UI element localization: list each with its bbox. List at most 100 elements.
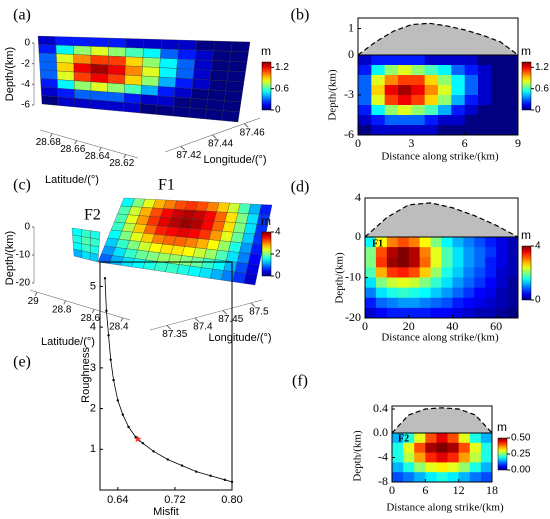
axis-tick xyxy=(123,154,127,159)
slip-cell xyxy=(398,125,412,136)
slip-cell xyxy=(452,287,464,299)
slip-cell xyxy=(371,95,386,106)
slip-cell xyxy=(485,307,497,319)
slip-cell xyxy=(209,70,229,82)
slip-cell xyxy=(56,53,74,64)
slip-cell xyxy=(496,237,508,248)
slip-cell xyxy=(441,297,453,309)
slip-cell xyxy=(408,297,421,309)
slip-cell xyxy=(474,247,486,258)
x-tick-label: 0 xyxy=(355,136,361,150)
axis-tick-label: 87.44 xyxy=(208,139,233,150)
slip-cell xyxy=(207,89,226,101)
slip-cell xyxy=(73,54,92,65)
point xyxy=(107,334,110,337)
x-tick-label: 9 xyxy=(515,136,521,150)
slip-cell xyxy=(397,237,410,248)
slip-cell xyxy=(491,115,506,126)
slip-cell xyxy=(430,267,442,278)
point xyxy=(166,458,169,461)
axis-tick-label: -10 xyxy=(16,250,31,261)
point xyxy=(152,450,155,453)
slip-cell xyxy=(451,85,466,96)
y-tick-label: -10 xyxy=(345,269,361,283)
axis-tick-label: 87.4 xyxy=(193,322,213,333)
slip-cell xyxy=(38,52,57,63)
slip-cell xyxy=(108,46,127,57)
slip-cell xyxy=(438,65,452,76)
slip-cell xyxy=(188,107,207,120)
axis-tick-label: 87.46 xyxy=(240,127,265,138)
slip-cell xyxy=(458,442,471,453)
slip-cell xyxy=(192,69,212,81)
point xyxy=(230,480,234,484)
slip-cell xyxy=(210,60,230,72)
slip-cell xyxy=(190,88,210,100)
slip-cell xyxy=(250,243,264,256)
slip-cell xyxy=(384,55,399,66)
slip-cell xyxy=(365,287,377,299)
slip-cell xyxy=(213,40,233,52)
slip-cell xyxy=(469,462,482,473)
slip-cell xyxy=(452,277,464,289)
slip-cell xyxy=(491,95,506,106)
colorbar-tick-label: 0.6 xyxy=(275,83,289,94)
slip-cell xyxy=(365,237,377,248)
slip-cell xyxy=(452,237,464,248)
colorbar-tick-label: 0.00 xyxy=(511,465,531,476)
slip-cell xyxy=(176,58,196,70)
slip-cell xyxy=(436,433,448,444)
slip-cell xyxy=(441,267,453,278)
slip-cell xyxy=(474,267,486,278)
slip-cell xyxy=(478,125,492,136)
slip-cell xyxy=(451,65,466,76)
x-tick-label: 18 xyxy=(486,483,498,497)
y-tick-label: 4 xyxy=(90,321,96,333)
profile-line xyxy=(357,22,519,56)
slip-cell xyxy=(491,105,506,116)
slip-cell xyxy=(371,115,386,126)
slip-cell xyxy=(375,237,388,248)
slip-cell xyxy=(485,297,497,309)
axis-tick-label: 28.62 xyxy=(109,158,134,169)
profile-tick-label: 4 xyxy=(355,190,361,204)
point xyxy=(105,309,108,313)
slip-cell xyxy=(414,442,426,453)
slip-cell xyxy=(397,277,410,289)
slip-cell xyxy=(424,85,439,96)
profile-line xyxy=(364,202,519,238)
slip-cell xyxy=(464,125,479,136)
slip-cell xyxy=(371,85,386,96)
slip-cell xyxy=(419,267,431,278)
colorbar-tick-label: 4 xyxy=(535,241,541,252)
slip-cell xyxy=(371,75,386,86)
slip-cell xyxy=(228,61,248,73)
slip-cell xyxy=(430,297,442,309)
slip-cell xyxy=(73,63,92,74)
colorbar-tick-label: 0 xyxy=(535,105,541,116)
slip-cell xyxy=(107,91,125,103)
slip-cell xyxy=(160,48,179,60)
axis-tick-label: 29 xyxy=(28,296,40,307)
slip-cell xyxy=(73,45,92,56)
slip-cell xyxy=(159,58,178,69)
slip-cell xyxy=(358,55,372,66)
slip-cell xyxy=(474,297,486,309)
slip-cell xyxy=(38,44,57,54)
slip-cell xyxy=(447,442,460,453)
axis-label: Roughness xyxy=(80,347,92,403)
axis-label: Depth/(km) xyxy=(334,252,346,304)
colorbar-tick-label: 1.2 xyxy=(275,62,289,73)
slip-cell xyxy=(384,125,399,136)
axis-tick-label: -20 xyxy=(16,278,31,289)
slip-cell xyxy=(177,49,197,60)
slip-cell xyxy=(458,472,471,483)
slip-cell xyxy=(206,99,225,111)
slip-cell xyxy=(408,277,421,289)
slip-cell xyxy=(403,442,415,453)
slip-cell xyxy=(90,90,108,102)
slip-cell xyxy=(142,57,161,68)
slip-cell xyxy=(478,65,492,76)
slip-cell xyxy=(108,55,126,67)
